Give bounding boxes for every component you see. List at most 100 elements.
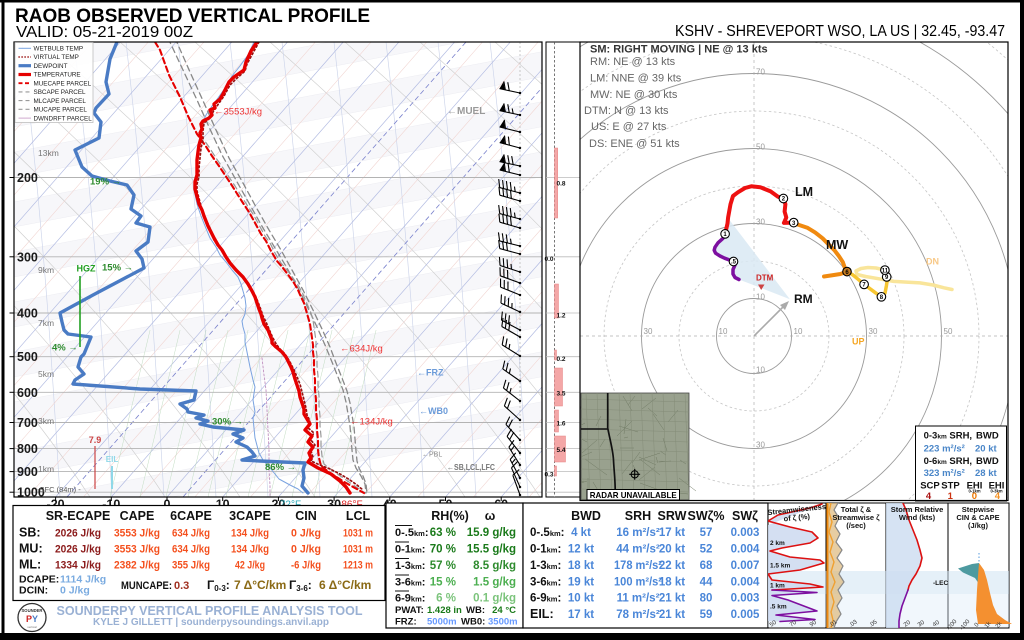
svg-text:4: 4 (995, 491, 1001, 502)
svg-text:3553 J/kg: 3553 J/kg (114, 544, 160, 556)
svg-text:800: 800 (17, 442, 38, 456)
svg-text:6 Δ°C/km: 6 Δ°C/km (319, 578, 371, 592)
svg-text:1000: 1000 (17, 486, 45, 500)
svg-text:100 m²/s²: 100 m²/s² (614, 577, 662, 589)
svg-text:10 kt: 10 kt (568, 593, 594, 605)
svg-text:634 J/kg: 634 J/kg (172, 528, 210, 540)
svg-text:4: 4 (926, 491, 932, 502)
svg-text:0.3: 0.3 (174, 580, 189, 592)
svg-text:323 m²/s²: 323 m²/s² (924, 468, 965, 479)
svg-text:0: 0 (972, 491, 977, 502)
svg-text:90: 90 (809, 619, 818, 628)
svg-text:2 km: 2 km (770, 540, 785, 547)
svg-text:86% →: 86% → (265, 462, 296, 473)
svg-text:3CAPE: 3CAPE (229, 509, 271, 523)
svg-text:1-3km:: 1-3km: (395, 560, 425, 572)
svg-text:RH(%): RH(%) (431, 509, 469, 523)
svg-text:SWζ: SWζ (732, 509, 758, 523)
svg-text:0.004: 0.004 (731, 577, 760, 589)
svg-text:134 J/kg: 134 J/kg (231, 544, 269, 556)
svg-text:4 kt: 4 kt (571, 527, 591, 539)
svg-text:KSHV - SHREVEPORT WSO, LA US |: KSHV - SHREVEPORT WSO, LA US | 32.45, -9… (675, 23, 1005, 40)
svg-text:SWζ%: SWζ% (687, 509, 724, 523)
svg-text:11 m²/s²: 11 m²/s² (617, 593, 660, 605)
svg-text:30: 30 (869, 327, 878, 336)
svg-text:Wind (kts): Wind (kts) (899, 513, 936, 522)
svg-text:←WB0: ←WB0 (419, 406, 448, 416)
svg-text:57 %: 57 % (430, 560, 456, 572)
svg-text:24 °C: 24 °C (492, 605, 516, 616)
svg-text:19% →: 19% → (90, 177, 121, 188)
svg-text:VIRTUAL TEMP: VIRTUAL TEMP (34, 54, 79, 61)
svg-text:.03: .03 (848, 619, 859, 629)
svg-text:30: 30 (756, 441, 765, 450)
svg-text:0-.5km:: 0-.5km: (395, 527, 428, 539)
svg-text:6-9km:: 6-9km: (530, 593, 561, 605)
svg-text:355 J/kg: 355 J/kg (172, 560, 210, 572)
svg-text:STP: STP (941, 480, 960, 491)
svg-text:13km: 13km (38, 148, 59, 158)
svg-text:10: 10 (756, 366, 765, 375)
svg-text:1: 1 (723, 232, 727, 238)
svg-text:1-3km:: 1-3km: (530, 560, 561, 572)
svg-text:WETBULB TEMP: WETBULB TEMP (34, 46, 84, 53)
svg-text:3-6km:: 3-6km: (395, 577, 425, 589)
svg-text:DCIN:: DCIN: (19, 585, 48, 597)
svg-text:BWD: BWD (976, 456, 999, 467)
svg-text:.05: .05 (868, 619, 879, 629)
svg-text:SOUNDER: SOUNDER (22, 608, 43, 613)
svg-text:SM: RIGHT MOVING | NE @ 13 kts: SM: RIGHT MOVING | NE @ 13 kts (590, 44, 768, 56)
svg-text:SRW: SRW (658, 509, 687, 523)
svg-text:0.2: 0.2 (557, 356, 566, 363)
svg-text:8.5 g/kg: 8.5 g/kg (473, 560, 516, 572)
svg-text:MW: MW (826, 238, 848, 252)
svg-text:0.007: 0.007 (731, 560, 760, 572)
svg-text:US: E @ 27 kts: US: E @ 27 kts (591, 121, 667, 133)
svg-text:3553 J/kg: 3553 J/kg (114, 528, 160, 540)
svg-text:←134J/kg: ←134J/kg (350, 417, 393, 428)
svg-text:15.5 g/kg: 15.5 g/kg (467, 544, 516, 556)
svg-text:223 m²/s²: 223 m²/s² (924, 444, 965, 455)
svg-text:RM: NE @ 13 kts: RM: NE @ 13 kts (590, 56, 676, 68)
svg-text:RM: RM (794, 292, 813, 306)
svg-text:70: 70 (789, 619, 798, 628)
svg-text:SB:: SB: (19, 526, 41, 540)
svg-text:MLCAPE PARCEL: MLCAPE PARCEL (34, 98, 87, 105)
svg-text:of ζ (%): of ζ (%) (783, 512, 811, 524)
svg-text:28 kt: 28 kt (975, 468, 997, 479)
svg-text:3-6km:: 3-6km: (530, 577, 561, 589)
svg-text:21 kt: 21 kt (659, 593, 685, 605)
svg-text:1k: 1k (984, 620, 993, 629)
svg-text:ω: ω (485, 509, 496, 523)
svg-text:.5: .5 (731, 260, 737, 266)
svg-text:EIL:: EIL: (530, 607, 554, 621)
svg-text:70: 70 (756, 68, 765, 77)
svg-text:PWAT:: PWAT: (395, 605, 424, 616)
svg-text:←SB,LCL,LFC: ←SB,LCL,LFC (447, 462, 495, 472)
svg-text:1334 J/kg: 1334 J/kg (55, 560, 101, 572)
svg-text:KYLE J GILLETT | sounderpysoun: KYLE J GILLETT | sounderpysoundings.anvi… (93, 617, 329, 628)
svg-text:63 %: 63 % (430, 527, 456, 539)
svg-text:DTM: N @ 13 kts: DTM: N @ 13 kts (584, 105, 669, 117)
svg-text:6-9km:: 6-9km: (395, 593, 425, 605)
svg-text:UP: UP (852, 337, 865, 347)
svg-text:0.003: 0.003 (731, 527, 760, 539)
svg-text:←3553J/kg: ←3553J/kg (214, 107, 262, 118)
svg-text:7.9: 7.9 (89, 435, 102, 445)
svg-text:DS: ENE @ 51 kts: DS: ENE @ 51 kts (589, 138, 680, 150)
svg-text:50: 50 (769, 619, 778, 628)
svg-text:20 kt: 20 kt (659, 544, 685, 556)
svg-text:0: 0 (164, 498, 171, 512)
svg-text:0-1km: 0-1km (968, 489, 980, 494)
svg-text:7 Δ°C/km: 7 Δ°C/km (234, 578, 286, 592)
svg-text:15% →: 15% → (102, 263, 133, 274)
svg-text:MU:: MU: (19, 542, 43, 556)
svg-text:2: 2 (782, 197, 786, 203)
svg-text:10: 10 (794, 327, 803, 336)
svg-text:0-6km SRH,: 0-6km SRH, (924, 456, 972, 467)
svg-text:17 kt: 17 kt (568, 609, 594, 621)
svg-text:15 %: 15 % (430, 577, 456, 589)
svg-text:1.5 g/kg: 1.5 g/kg (473, 577, 516, 589)
svg-text:6CAPE: 6CAPE (170, 509, 212, 523)
svg-text:←634J/kg: ←634J/kg (340, 344, 383, 355)
